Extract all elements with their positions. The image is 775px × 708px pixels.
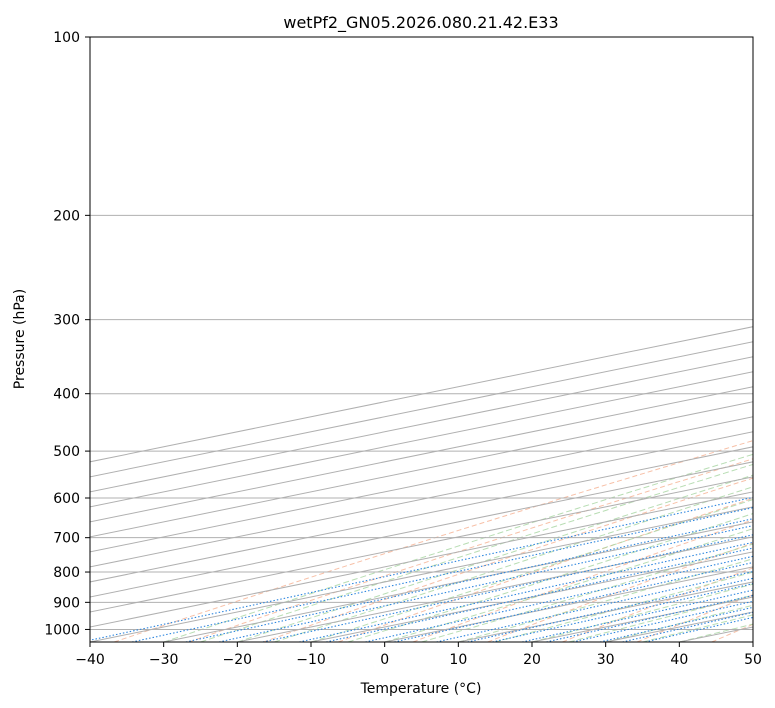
x-tick-label: 10 <box>449 652 467 668</box>
moist-adiabat <box>384 528 753 642</box>
dry-adiabat <box>188 458 753 642</box>
mixing-ratio-lines <box>90 496 753 642</box>
x-tick-label: 0 <box>380 652 389 668</box>
mixing-ratio-line <box>325 547 753 642</box>
isotherm-line <box>90 416 753 553</box>
isotherm-line <box>90 326 753 463</box>
dry-adiabat <box>263 477 753 642</box>
mixing-ratio-line <box>599 606 753 642</box>
x-tick-label: −40 <box>75 652 105 668</box>
moist-adiabat <box>531 583 753 642</box>
x-tick-label: 30 <box>597 652 615 668</box>
x-tick-label: −30 <box>149 652 179 668</box>
y-tick-label: 700 <box>53 531 80 547</box>
x-axis-title: Temperature (°C) <box>360 681 482 697</box>
plot-frame <box>89 36 754 643</box>
y-tick-label: 100 <box>53 30 80 46</box>
y-tick-label: 500 <box>53 444 80 460</box>
y-tick-label: 400 <box>53 387 80 403</box>
y-tick-label: 300 <box>53 313 80 329</box>
x-axis: −40 −30 −20 −10 0 10 20 30 40 50 <box>75 642 762 668</box>
dry-adiabat <box>113 440 753 642</box>
mixing-ratio-line <box>645 616 753 642</box>
isotherm-line <box>163 521 753 642</box>
moist-adiabat <box>163 453 753 642</box>
mixing-ratio-line <box>394 561 753 642</box>
moist-adiabat <box>274 486 753 642</box>
isotherm-line <box>90 476 753 613</box>
mixing-ratio-line <box>299 541 753 642</box>
x-tick-label: 40 <box>670 652 688 668</box>
moist-adiabat <box>237 474 753 642</box>
x-tick-label: 20 <box>523 652 541 668</box>
mixing-ratio-line <box>622 611 753 642</box>
moist-adiabat <box>458 558 753 642</box>
isotherm-line <box>237 536 753 642</box>
mixing-ratio-line <box>185 518 753 642</box>
x-tick-label: −20 <box>223 652 253 668</box>
y-axis: 100 200 300 400 500 600 700 800 900 1000 <box>44 30 90 638</box>
isotherm-line <box>90 461 753 598</box>
isotherm-line <box>90 491 753 628</box>
isotherm-line <box>90 446 753 583</box>
y-tick-label: 600 <box>53 491 80 507</box>
y-tick-label: 1000 <box>44 622 80 638</box>
chart-title: wetPf2_GN05.2026.080.21.42.E33 <box>283 13 558 33</box>
isotherm-line <box>90 506 753 642</box>
dry-adiabat <box>562 567 753 642</box>
plot-area: -100-90-80-70-60-50-40-30-20-10010203040… <box>90 37 753 642</box>
x-tick-label: 50 <box>744 652 762 668</box>
isotherm-line <box>90 431 753 568</box>
y-tick-label: 200 <box>53 208 80 224</box>
mixing-ratio-line <box>262 534 753 642</box>
mixing-ratio-line <box>365 555 753 642</box>
isobars <box>90 37 753 630</box>
y-axis-title: Pressure (hPa) <box>12 289 28 389</box>
x-tick-label: −10 <box>296 652 326 668</box>
y-tick-label: 900 <box>53 595 80 611</box>
isotherms <box>90 326 753 642</box>
y-tick-label: 800 <box>53 565 80 581</box>
